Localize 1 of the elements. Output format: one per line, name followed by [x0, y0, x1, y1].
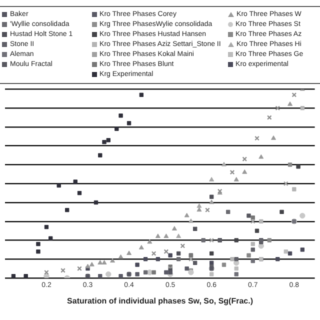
x-axis-title: Saturation of individual phases Sw, So, Sg(Frac.)	[67, 296, 254, 306]
